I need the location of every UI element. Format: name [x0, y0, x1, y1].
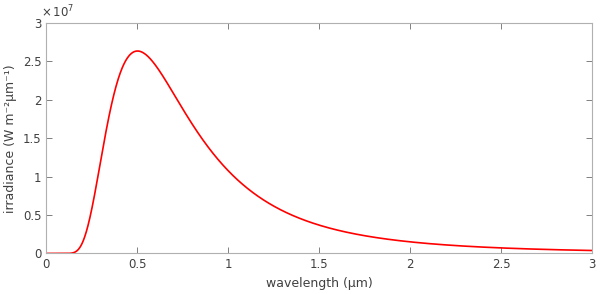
- Y-axis label: irradiance (W m⁻²μm⁻¹): irradiance (W m⁻²μm⁻¹): [4, 64, 17, 213]
- X-axis label: wavelength (μm): wavelength (μm): [266, 277, 373, 290]
- Text: $\times\,10^7$: $\times\,10^7$: [41, 4, 74, 21]
